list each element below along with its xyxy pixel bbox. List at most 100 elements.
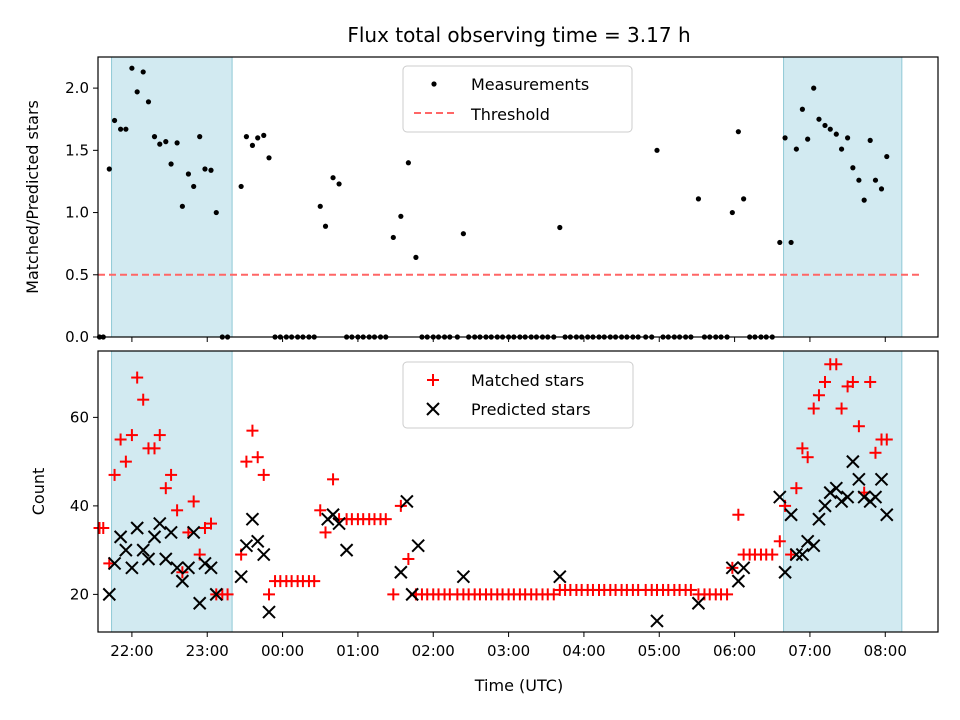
measurement-point — [856, 177, 862, 183]
legend-matched-marker — [427, 374, 439, 386]
matched-star-point — [114, 433, 127, 446]
predicted-star-point — [209, 587, 223, 602]
predicted-star-point — [147, 530, 162, 544]
measurement-point — [805, 136, 811, 142]
measurement-point — [390, 234, 396, 241]
matched-star-point — [394, 499, 407, 512]
measurement-point — [729, 209, 735, 216]
predicted-star-point — [773, 490, 787, 504]
measurement-point — [735, 129, 741, 135]
xtick-label: 06:00 — [713, 642, 756, 660]
predicted-star-point — [691, 596, 706, 610]
bottom-shade-band-1 — [111, 350, 233, 633]
matched-star-point — [773, 535, 786, 548]
predicted-star-point — [153, 516, 167, 531]
matched-star-point — [308, 575, 321, 588]
measurement-point — [179, 203, 185, 209]
legend-predicted-marker — [426, 402, 440, 416]
measurement-point — [243, 134, 250, 140]
xtick-label: 02:00 — [412, 642, 455, 660]
measurement-point — [822, 122, 828, 129]
measurement-point — [861, 197, 867, 203]
predicted-star-point — [880, 508, 894, 522]
predicted-star-point — [164, 525, 178, 540]
legend-matched-label: Matched stars — [471, 371, 584, 390]
measurement-point — [322, 223, 329, 229]
top-ytick-label: 0.0 — [65, 328, 89, 346]
xtick-label: 08:00 — [864, 642, 907, 660]
predicted-star-point — [107, 556, 122, 571]
top-ytick-label: 1.0 — [65, 204, 89, 222]
measurement-point — [872, 177, 879, 183]
matched-star-point — [846, 375, 859, 388]
matched-star-point — [198, 522, 211, 535]
measurement-point — [208, 167, 214, 173]
matched-star-point — [387, 588, 400, 601]
top-y-axis-label: Matched/Predicted stars — [23, 100, 42, 294]
measurement-point — [793, 146, 799, 152]
measurement-point — [163, 139, 169, 145]
predicted-star-point — [119, 543, 133, 557]
predicted-star-point — [400, 494, 414, 509]
bottom-ytick-label: 40 — [70, 497, 89, 515]
predicted-star-point — [198, 556, 212, 571]
matched-star-point — [732, 508, 745, 521]
count-points — [93, 358, 894, 628]
matched-star-point — [801, 451, 814, 464]
predicted-star-point — [846, 454, 860, 469]
predicted-star-point — [806, 539, 821, 553]
measurement-point — [255, 135, 261, 141]
matched-star-point — [721, 588, 734, 601]
matched-star-point — [205, 517, 218, 530]
xtick-label: 04:00 — [562, 642, 605, 660]
predicted-star-point — [834, 494, 849, 509]
top-y-ticks: 0.0 0.5 1.0 1.5 2.0 — [65, 79, 98, 346]
xtick-label: 00:00 — [261, 642, 304, 660]
predicted-star-point — [789, 547, 804, 562]
measurement-point — [197, 134, 203, 140]
matched-star-point — [379, 513, 392, 526]
predicted-star-point — [159, 552, 173, 566]
matched-star-point — [864, 375, 877, 388]
matched-star-point — [807, 402, 820, 415]
measurement-point — [405, 160, 411, 166]
matched-star-point — [251, 451, 264, 464]
measurement-point — [811, 85, 817, 91]
predicted-star-point — [456, 569, 471, 584]
matched-star-point — [830, 358, 843, 371]
measurement-point — [266, 155, 272, 161]
legend-threshold-label: Threshold — [470, 105, 550, 124]
predicted-star-point — [823, 485, 837, 500]
measurement-point — [336, 181, 342, 187]
top-ytick-label: 1.5 — [65, 141, 89, 159]
predicted-star-point — [332, 516, 346, 531]
matched-star-point — [119, 455, 132, 468]
predicted-star-point — [186, 525, 201, 540]
matched-star-point — [131, 371, 144, 384]
predicted-star-point — [339, 543, 354, 557]
predicted-star-point — [778, 565, 792, 579]
measurement-point — [838, 146, 845, 152]
predicted-star-point — [800, 534, 815, 548]
top-panel: 0.00.51.01.52.0 Matched/Predicted stars … — [23, 56, 939, 346]
matched-star-point — [97, 522, 110, 535]
matched-star-point — [125, 429, 138, 442]
predicted-star-point — [204, 561, 218, 575]
matched-star-point — [327, 473, 340, 486]
matched-star-point — [137, 393, 150, 406]
legend-measurement-marker — [431, 81, 437, 87]
measurement-point — [884, 153, 890, 160]
measurement-point — [249, 142, 256, 148]
matched-star-point — [153, 429, 166, 442]
top-ytick-label: 2.0 — [65, 79, 89, 97]
matched-star-point — [402, 552, 415, 565]
measurement-point — [777, 239, 783, 246]
measurement-point — [799, 106, 805, 112]
bottom-legend: Matched stars Predicted stars — [402, 361, 634, 429]
bottom-y-ticks: 20 40 60 — [70, 408, 98, 603]
legend-measurements-label: Measurements — [471, 75, 589, 94]
predicted-star-point — [192, 596, 207, 610]
predicted-star-point — [840, 490, 855, 504]
bottom-x-ticks: 22:00 23:00 00:00 01:00 02:00 03:00 04:00 05:00… — [110, 632, 907, 660]
